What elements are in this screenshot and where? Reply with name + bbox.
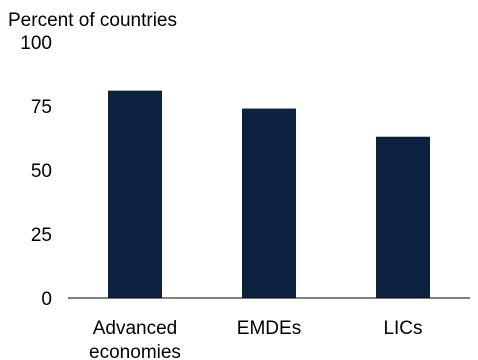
- y-tick-label: 50: [31, 161, 52, 182]
- bar-3: [376, 136, 430, 298]
- y-axis-title: Percent of countries: [8, 10, 177, 31]
- bar-1: [108, 90, 162, 298]
- x-tick-label-line: EMDEs: [237, 318, 301, 339]
- y-tick-labels: 0 25 50 75 100: [20, 33, 52, 310]
- x-tick-label: LICs: [383, 318, 422, 339]
- bar-2: [242, 108, 296, 298]
- bars: [108, 90, 430, 298]
- x-tick-label-line: economies: [89, 342, 181, 360]
- x-tick-label: Advanced economies: [89, 318, 181, 360]
- x-tick-label-line: Advanced: [93, 318, 178, 339]
- x-tick-labels: Advanced economies EMDEs LICs: [89, 318, 422, 360]
- y-tick-label: 0: [41, 289, 52, 310]
- x-tick-label: EMDEs: [237, 318, 301, 339]
- y-tick-label: 25: [31, 225, 52, 246]
- y-tick-label: 75: [31, 97, 52, 118]
- y-tick-label: 100: [20, 33, 52, 54]
- x-tick-label-line: LICs: [383, 318, 422, 339]
